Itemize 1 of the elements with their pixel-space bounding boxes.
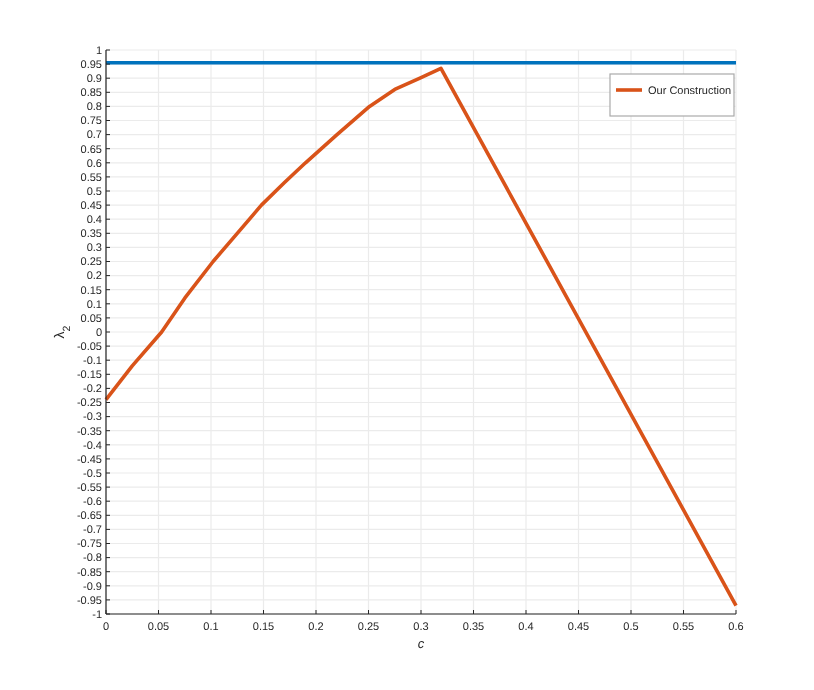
line-series <box>104 66 738 608</box>
